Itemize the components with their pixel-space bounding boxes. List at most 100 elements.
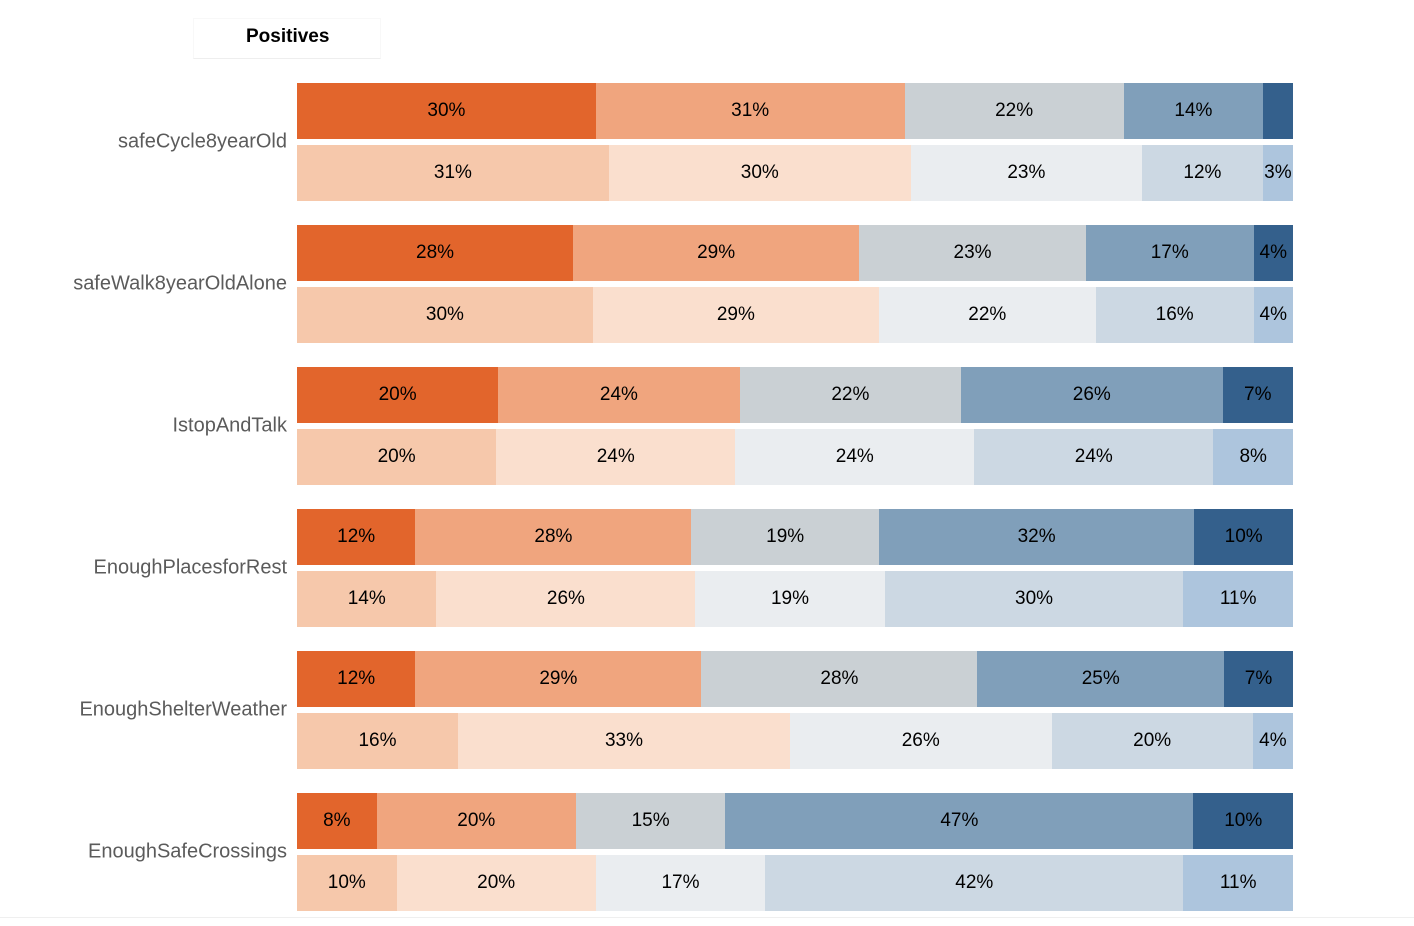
- bar-segment: 15%: [575, 793, 726, 849]
- segment-value-label: 26%: [1072, 384, 1111, 405]
- segment-value-label: 47%: [940, 810, 979, 831]
- bar-segment: 26%: [436, 571, 696, 627]
- bar-segment: 19%: [691, 509, 879, 565]
- category-group: IstopAndTalk 20% 24% 22% 26% 7% 20% 24% 24% 24% 8%: [172, 367, 1294, 485]
- bar-segment: 7%: [1223, 651, 1294, 707]
- category-group: EnoughShelterWeather 12% 29% 28% 25% 7% 16% 33%…: [79, 651, 1294, 769]
- bar-segment: 3%: [1262, 145, 1293, 201]
- bar-segment: 20%: [1051, 713, 1253, 769]
- segment-value-label: 22%: [831, 384, 870, 405]
- segment-value-label: 25%: [1081, 668, 1120, 689]
- stacked-bar-top: 20% 24% 22% 26% 7%: [297, 367, 1293, 423]
- stacked-bar-top: 28% 29% 23% 17% 4%: [297, 225, 1294, 281]
- bar-segment: 28%: [701, 651, 978, 707]
- bar-segment: 20%: [376, 793, 576, 849]
- segment-value-label: 30%: [427, 100, 466, 121]
- bar-segment: 24%: [496, 429, 736, 485]
- segment-value-label: 17%: [1150, 242, 1189, 263]
- segment-value-label: 28%: [534, 526, 573, 547]
- category-label: safeCycle8yearOld: [118, 130, 287, 153]
- segment-value-label: 4%: [1259, 242, 1288, 263]
- bar-segment: 16%: [1095, 287, 1254, 343]
- stacked-bar-bottom: 14% 26% 19% 30% 11%: [297, 571, 1293, 627]
- bar-segment: 47%: [725, 793, 1194, 849]
- segment-value-label: 7%: [1244, 384, 1272, 405]
- stacked-bar-top: 8% 20% 15% 47% 10%: [297, 793, 1294, 849]
- segment-value-label: 23%: [953, 242, 992, 263]
- stacked-bar-top: 12% 29% 28% 25% 7%: [297, 651, 1294, 707]
- bar-segment: 29%: [415, 651, 702, 707]
- bar-segment: 4%: [1252, 713, 1294, 769]
- bar-segment: 25%: [977, 651, 1224, 707]
- segment-value-label: 11%: [1219, 872, 1257, 893]
- bar-segment: 26%: [961, 367, 1223, 423]
- segment-value-label: 14%: [1174, 100, 1213, 121]
- segment-value-label: 4%: [1259, 304, 1288, 325]
- segment-value-label: 32%: [1017, 526, 1056, 547]
- segment-value-label: 16%: [358, 730, 397, 751]
- segment-value-label: 19%: [770, 588, 810, 609]
- stacked-bar-top: 12% 28% 19% 32% 10%: [297, 509, 1293, 565]
- segment-value-label: 26%: [546, 588, 585, 609]
- segment-value-label: 28%: [820, 668, 859, 689]
- segment-value-label: 20%: [377, 446, 416, 467]
- bar-segment: 22%: [904, 83, 1124, 139]
- bar-segment: 29%: [592, 287, 879, 343]
- segment-value-label: 24%: [1074, 446, 1113, 467]
- stacked-bar-bottom: 31% 30% 23% 12% 3%: [297, 145, 1293, 201]
- bar-segment: 22%: [739, 367, 961, 423]
- category-label: safeWalk8yearOldAlone: [73, 272, 287, 295]
- segment-value-label: 28%: [416, 242, 455, 263]
- bar-segment: 33%: [457, 713, 790, 769]
- segment-value-label: 33%: [604, 730, 643, 751]
- bar-segment: 20%: [396, 855, 596, 911]
- bottom-divider: [0, 917, 1414, 918]
- bar-segment: 20%: [297, 367, 499, 423]
- bar-segment: 30%: [297, 83, 596, 139]
- bar-segment: [1263, 83, 1293, 139]
- bar-segment: 10%: [1194, 509, 1293, 565]
- segment-value-label: 20%: [378, 384, 417, 405]
- stacked-bar-bottom: 30% 29% 22% 16% 4%: [297, 287, 1294, 343]
- bar-segment: 12%: [1142, 145, 1263, 201]
- segment-value-label: 24%: [596, 446, 635, 467]
- bar-segment: 11%: [1183, 571, 1293, 627]
- bar-segment: 24%: [498, 367, 740, 423]
- bar-segment: 30%: [608, 145, 911, 201]
- segment-value-label: 11%: [1219, 588, 1257, 609]
- bar-segment: 31%: [595, 83, 905, 139]
- bar-segment: 28%: [297, 225, 574, 281]
- bar-segment: 14%: [1123, 83, 1264, 139]
- bar-segment: 10%: [297, 855, 397, 911]
- plot-area: safeCycle8yearOld 30% 31% 22% 14% 31% 30% 23% 12…: [73, 83, 1294, 911]
- segment-value-label: 22%: [968, 304, 1007, 325]
- bar-segment: 24%: [974, 429, 1214, 485]
- segment-value-label: 20%: [1133, 730, 1172, 751]
- bar-segment: 12%: [297, 651, 416, 707]
- bar-segment: 4%: [1253, 287, 1294, 343]
- bar-segment: 17%: [595, 855, 766, 911]
- segment-value-label: 15%: [631, 810, 670, 831]
- title-card: [193, 18, 381, 59]
- stacked-bar-bottom: 20% 24% 24% 24% 8%: [297, 429, 1294, 485]
- bar-segment: 32%: [878, 509, 1195, 565]
- segment-value-label: 10%: [1224, 526, 1263, 547]
- segment-value-label: 3%: [1264, 162, 1292, 183]
- segment-value-label: 19%: [766, 526, 805, 547]
- category-group: safeWalk8yearOldAlone 28% 29% 23% 17% 4% 30% 29…: [73, 225, 1294, 343]
- bar-segment: 22%: [878, 287, 1096, 343]
- segment-value-label: 29%: [539, 668, 578, 689]
- bar-segment: 20%: [297, 429, 497, 485]
- segment-value-label: 17%: [661, 872, 700, 893]
- segment-value-label: 12%: [337, 526, 376, 547]
- bar-segment: 8%: [1213, 429, 1294, 485]
- segment-value-label: 4%: [1259, 730, 1287, 751]
- category-group: safeCycle8yearOld 30% 31% 22% 14% 31% 30% 23% 12…: [118, 83, 1293, 201]
- segment-value-label: 26%: [901, 730, 940, 751]
- segment-value-label: 24%: [599, 384, 638, 405]
- segment-value-label: 22%: [995, 100, 1034, 121]
- bar-segment: 31%: [297, 145, 609, 201]
- category-label: EnoughPlacesforRest: [93, 556, 287, 579]
- bar-segment: 26%: [789, 713, 1052, 769]
- bar-segment: 24%: [735, 429, 975, 485]
